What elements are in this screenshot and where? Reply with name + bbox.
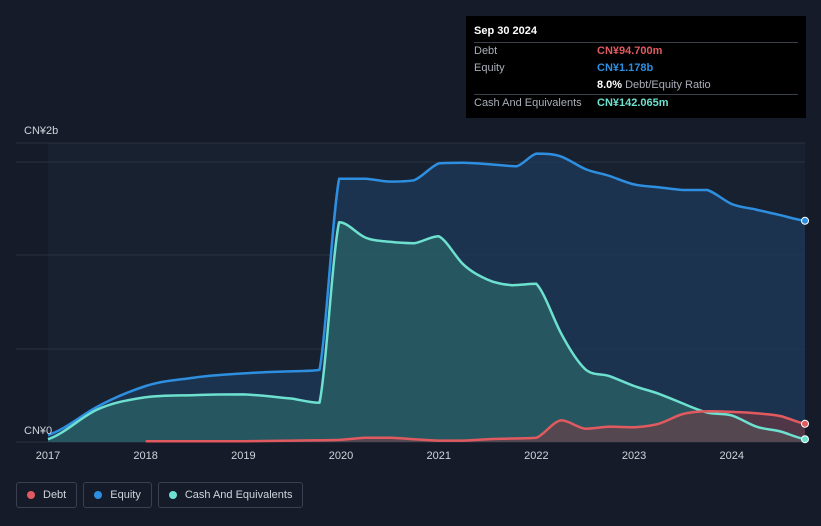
y-axis-bottom-label: CN¥0 [24,425,53,437]
tooltip-debt-value: CN¥94.700m [597,45,663,57]
x-tick-label: 2023 [621,450,647,462]
cash-and-equivalents-end-marker [801,435,809,444]
x-tick-label: 2020 [328,450,354,462]
cash-and-equivalents-line [47,220,806,441]
tooltip-debt-label: Debt [474,45,498,57]
tooltip-ratio-value: 8.0% [597,79,623,91]
cash-dot-icon [168,491,177,499]
cash-and-equivalents-area [48,222,805,442]
x-tick-label: 2018 [133,450,158,462]
x-tick-label: 2024 [719,450,744,462]
debt-end-marker [801,419,809,428]
legend-item-equity[interactable]: Equity [83,482,152,508]
tooltip-debt-row: Debt CN¥94.700m [474,42,798,60]
tooltip-equity-label: Equity [474,62,505,74]
legend-debt-label: Debt [43,489,67,501]
legend: Debt Equity Cash And Equivalents [16,482,304,508]
legend-item-cash[interactable]: Cash And Equivalents [157,482,304,508]
debt-area [145,411,805,442]
tooltip-cash-value: CN¥142.065m [597,97,669,109]
tooltip-date: Sep 30 2024 [474,25,537,37]
tooltip-cash-label: Cash And Equivalents [474,97,582,109]
y-axis-top-label: CN¥2b [24,125,59,137]
tooltip-cash-row: Cash And Equivalents CN¥142.065m [474,94,798,112]
x-tick-label: 2017 [35,450,61,462]
debt-dot-icon [27,491,35,499]
legend-item-debt[interactable]: Debt [16,482,78,508]
legend-equity-label: Equity [110,489,141,501]
legend-cash-label: Cash And Equivalents [184,489,293,501]
x-tick-label: 2022 [524,450,549,462]
debt-line [145,409,806,443]
x-tick-label: 2021 [426,450,451,462]
tooltip-equity-row: Equity CN¥1.178b [474,60,798,77]
tooltip-ratio-row: 8.0% Debt/Equity Ratio [474,77,798,94]
equity-end-marker [801,216,809,225]
tooltip-panel: Sep 30 2024 Debt CN¥94.700m Equity CN¥1.… [466,16,806,118]
equity-line [47,152,806,437]
x-tick-label: 2019 [231,450,256,462]
tooltip-ratio-label: Debt/Equity Ratio [625,79,711,91]
tooltip-equity-value: CN¥1.178b [597,62,654,74]
equity-dot-icon [94,491,103,499]
